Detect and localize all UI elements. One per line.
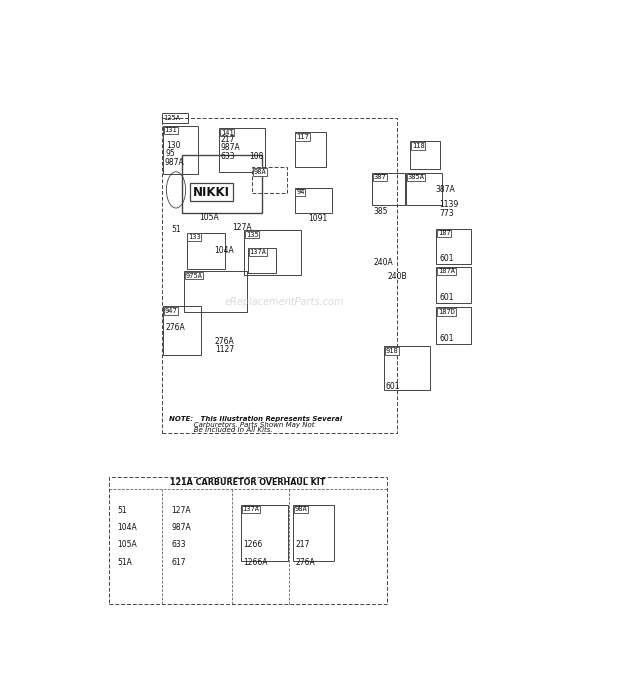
Text: 131: 131 [164, 128, 177, 134]
Bar [294, 188, 332, 213]
Text: 1266A: 1266A [243, 558, 268, 567]
Text: 601: 601 [386, 382, 400, 391]
Text: 127A: 127A [171, 506, 191, 514]
Text: 51A: 51A [117, 558, 132, 567]
Text: 104A: 104A [215, 246, 234, 255]
Text: eReplacementParts.com: eReplacementParts.com [224, 297, 344, 307]
Text: 133: 133 [188, 234, 201, 240]
Text: 773: 773 [439, 209, 453, 218]
Text: 95: 95 [166, 149, 175, 158]
Text: 51: 51 [171, 225, 181, 234]
Bar [108, 477, 388, 604]
Bar [162, 113, 188, 123]
Bar [436, 229, 471, 263]
Bar [163, 306, 202, 356]
Text: 918: 918 [386, 348, 398, 354]
Text: 240B: 240B [388, 272, 407, 281]
Text: 975A: 975A [185, 272, 203, 279]
Bar [219, 128, 265, 172]
Text: 601: 601 [440, 334, 454, 343]
Text: 947: 947 [164, 308, 177, 314]
Text: NOTE:   This Illustration Represents Several: NOTE: This Illustration Represents Sever… [169, 416, 342, 423]
Text: 601: 601 [440, 254, 454, 263]
Text: 601: 601 [440, 293, 454, 302]
Text: 1127: 1127 [215, 346, 234, 354]
Text: 104A: 104A [117, 523, 136, 532]
Text: 276A: 276A [166, 322, 185, 331]
Text: 141: 141 [221, 130, 234, 136]
Bar [293, 505, 334, 561]
Bar [384, 346, 430, 390]
Text: Be Included In All Kits.: Be Included In All Kits. [169, 427, 272, 433]
Text: 98A: 98A [294, 507, 307, 512]
Text: 1266: 1266 [243, 541, 262, 550]
Text: 187D: 187D [438, 309, 455, 315]
Bar [244, 230, 301, 275]
Text: 385A: 385A [407, 175, 425, 180]
Bar [252, 168, 287, 193]
Text: 105A: 105A [199, 213, 219, 222]
Text: NIKKI: NIKKI [193, 186, 229, 198]
Text: 108: 108 [249, 152, 264, 161]
Text: 387A: 387A [435, 186, 455, 194]
Text: 118: 118 [412, 143, 425, 149]
Text: 217: 217 [221, 134, 235, 143]
Bar [241, 505, 288, 561]
Text: 98A: 98A [254, 169, 267, 175]
Text: 121A CARBURETOR OVERHAUL KIT: 121A CARBURETOR OVERHAUL KIT [170, 478, 326, 487]
Text: 127A: 127A [232, 222, 252, 231]
Text: 633: 633 [171, 541, 186, 550]
Text: 1091: 1091 [308, 214, 327, 223]
Text: 117: 117 [296, 134, 309, 140]
Text: 387: 387 [373, 175, 386, 180]
Text: 276A: 276A [295, 558, 315, 567]
Text: 987A: 987A [221, 143, 241, 152]
Text: 135: 135 [246, 231, 259, 238]
Text: 51: 51 [117, 506, 126, 514]
Bar [294, 132, 326, 167]
Text: 633: 633 [221, 152, 236, 161]
Bar [182, 155, 262, 213]
Bar [187, 233, 225, 269]
Text: 105A: 105A [117, 541, 136, 550]
Text: 987A: 987A [164, 158, 184, 167]
Bar [162, 118, 397, 432]
Text: 137A: 137A [242, 507, 259, 512]
Text: 617: 617 [171, 558, 186, 567]
Text: 187A: 187A [438, 268, 455, 274]
Bar [372, 173, 405, 205]
Text: 94: 94 [296, 189, 304, 195]
Text: 987A: 987A [171, 523, 191, 532]
Bar [436, 267, 471, 303]
Text: 130: 130 [166, 141, 180, 150]
Bar [163, 126, 198, 174]
Bar [436, 307, 471, 344]
Bar [406, 173, 442, 205]
Text: 125A: 125A [164, 115, 180, 121]
Text: 276A: 276A [215, 337, 235, 346]
Text: 137A: 137A [249, 249, 267, 255]
Text: 187: 187 [438, 231, 451, 236]
Text: 240A: 240A [374, 258, 394, 267]
Text: 217: 217 [295, 541, 309, 550]
Bar [248, 247, 276, 273]
Text: Carburetors. Parts Shown May Not: Carburetors. Parts Shown May Not [169, 421, 314, 428]
Text: 1139: 1139 [439, 200, 458, 209]
Bar [410, 141, 440, 169]
Text: 385: 385 [373, 207, 388, 216]
Bar [184, 271, 247, 312]
